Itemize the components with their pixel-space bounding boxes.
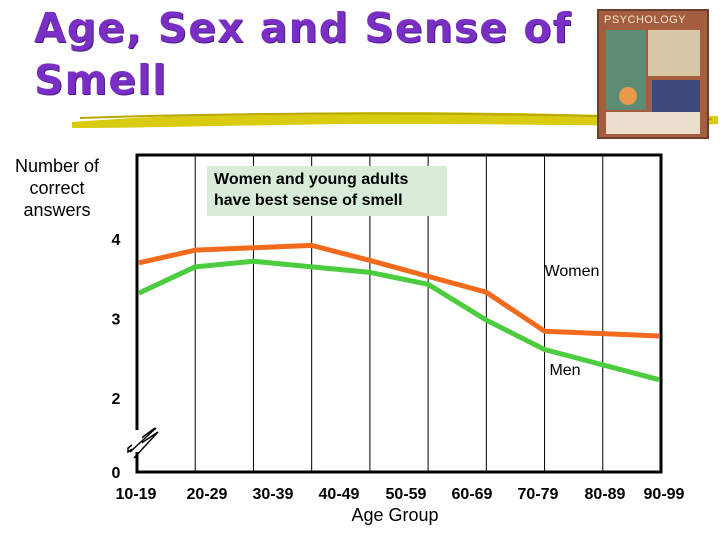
x-tick-label: 80-89	[585, 486, 626, 503]
x-tick-label: 70-79	[518, 486, 559, 503]
x-tick-label: 40-49	[319, 486, 360, 503]
slide-title: Age, Sex and Sense of Smell	[34, 4, 572, 104]
series-label-women: Women	[545, 263, 600, 280]
y-axis-label: Number of correct answers	[14, 156, 100, 220]
x-tick-labels: 10-19 20-29 30-39 40-49 50-59 60-69 70-79 80-89…	[116, 486, 685, 503]
x-tick-label: 90-99	[644, 486, 685, 503]
x-axis-label: Age Group	[351, 505, 439, 525]
book-cover-image	[597, 9, 709, 139]
y-tick-label: 0	[112, 465, 121, 482]
y-tick-label: 3	[112, 312, 121, 329]
y-tick-labels: 0 2 3 4	[112, 232, 121, 482]
x-tick-label: 60-69	[452, 486, 493, 503]
x-tick-label: 10-19	[116, 486, 157, 503]
x-tick-label: 20-29	[187, 486, 228, 503]
book-cover-text: PSYCHOLOGY	[604, 14, 687, 26]
x-tick-label: 50-59	[386, 486, 427, 503]
series-labels: Women Men	[545, 263, 600, 379]
series-label-men: Men	[549, 362, 580, 379]
y-tick-label: 4	[112, 232, 121, 249]
annotation-box: Women and young adults have best sense o…	[207, 166, 447, 216]
series-lines	[137, 242, 660, 383]
x-tick-label: 30-39	[253, 486, 294, 503]
y-tick-label: 2	[112, 391, 121, 408]
